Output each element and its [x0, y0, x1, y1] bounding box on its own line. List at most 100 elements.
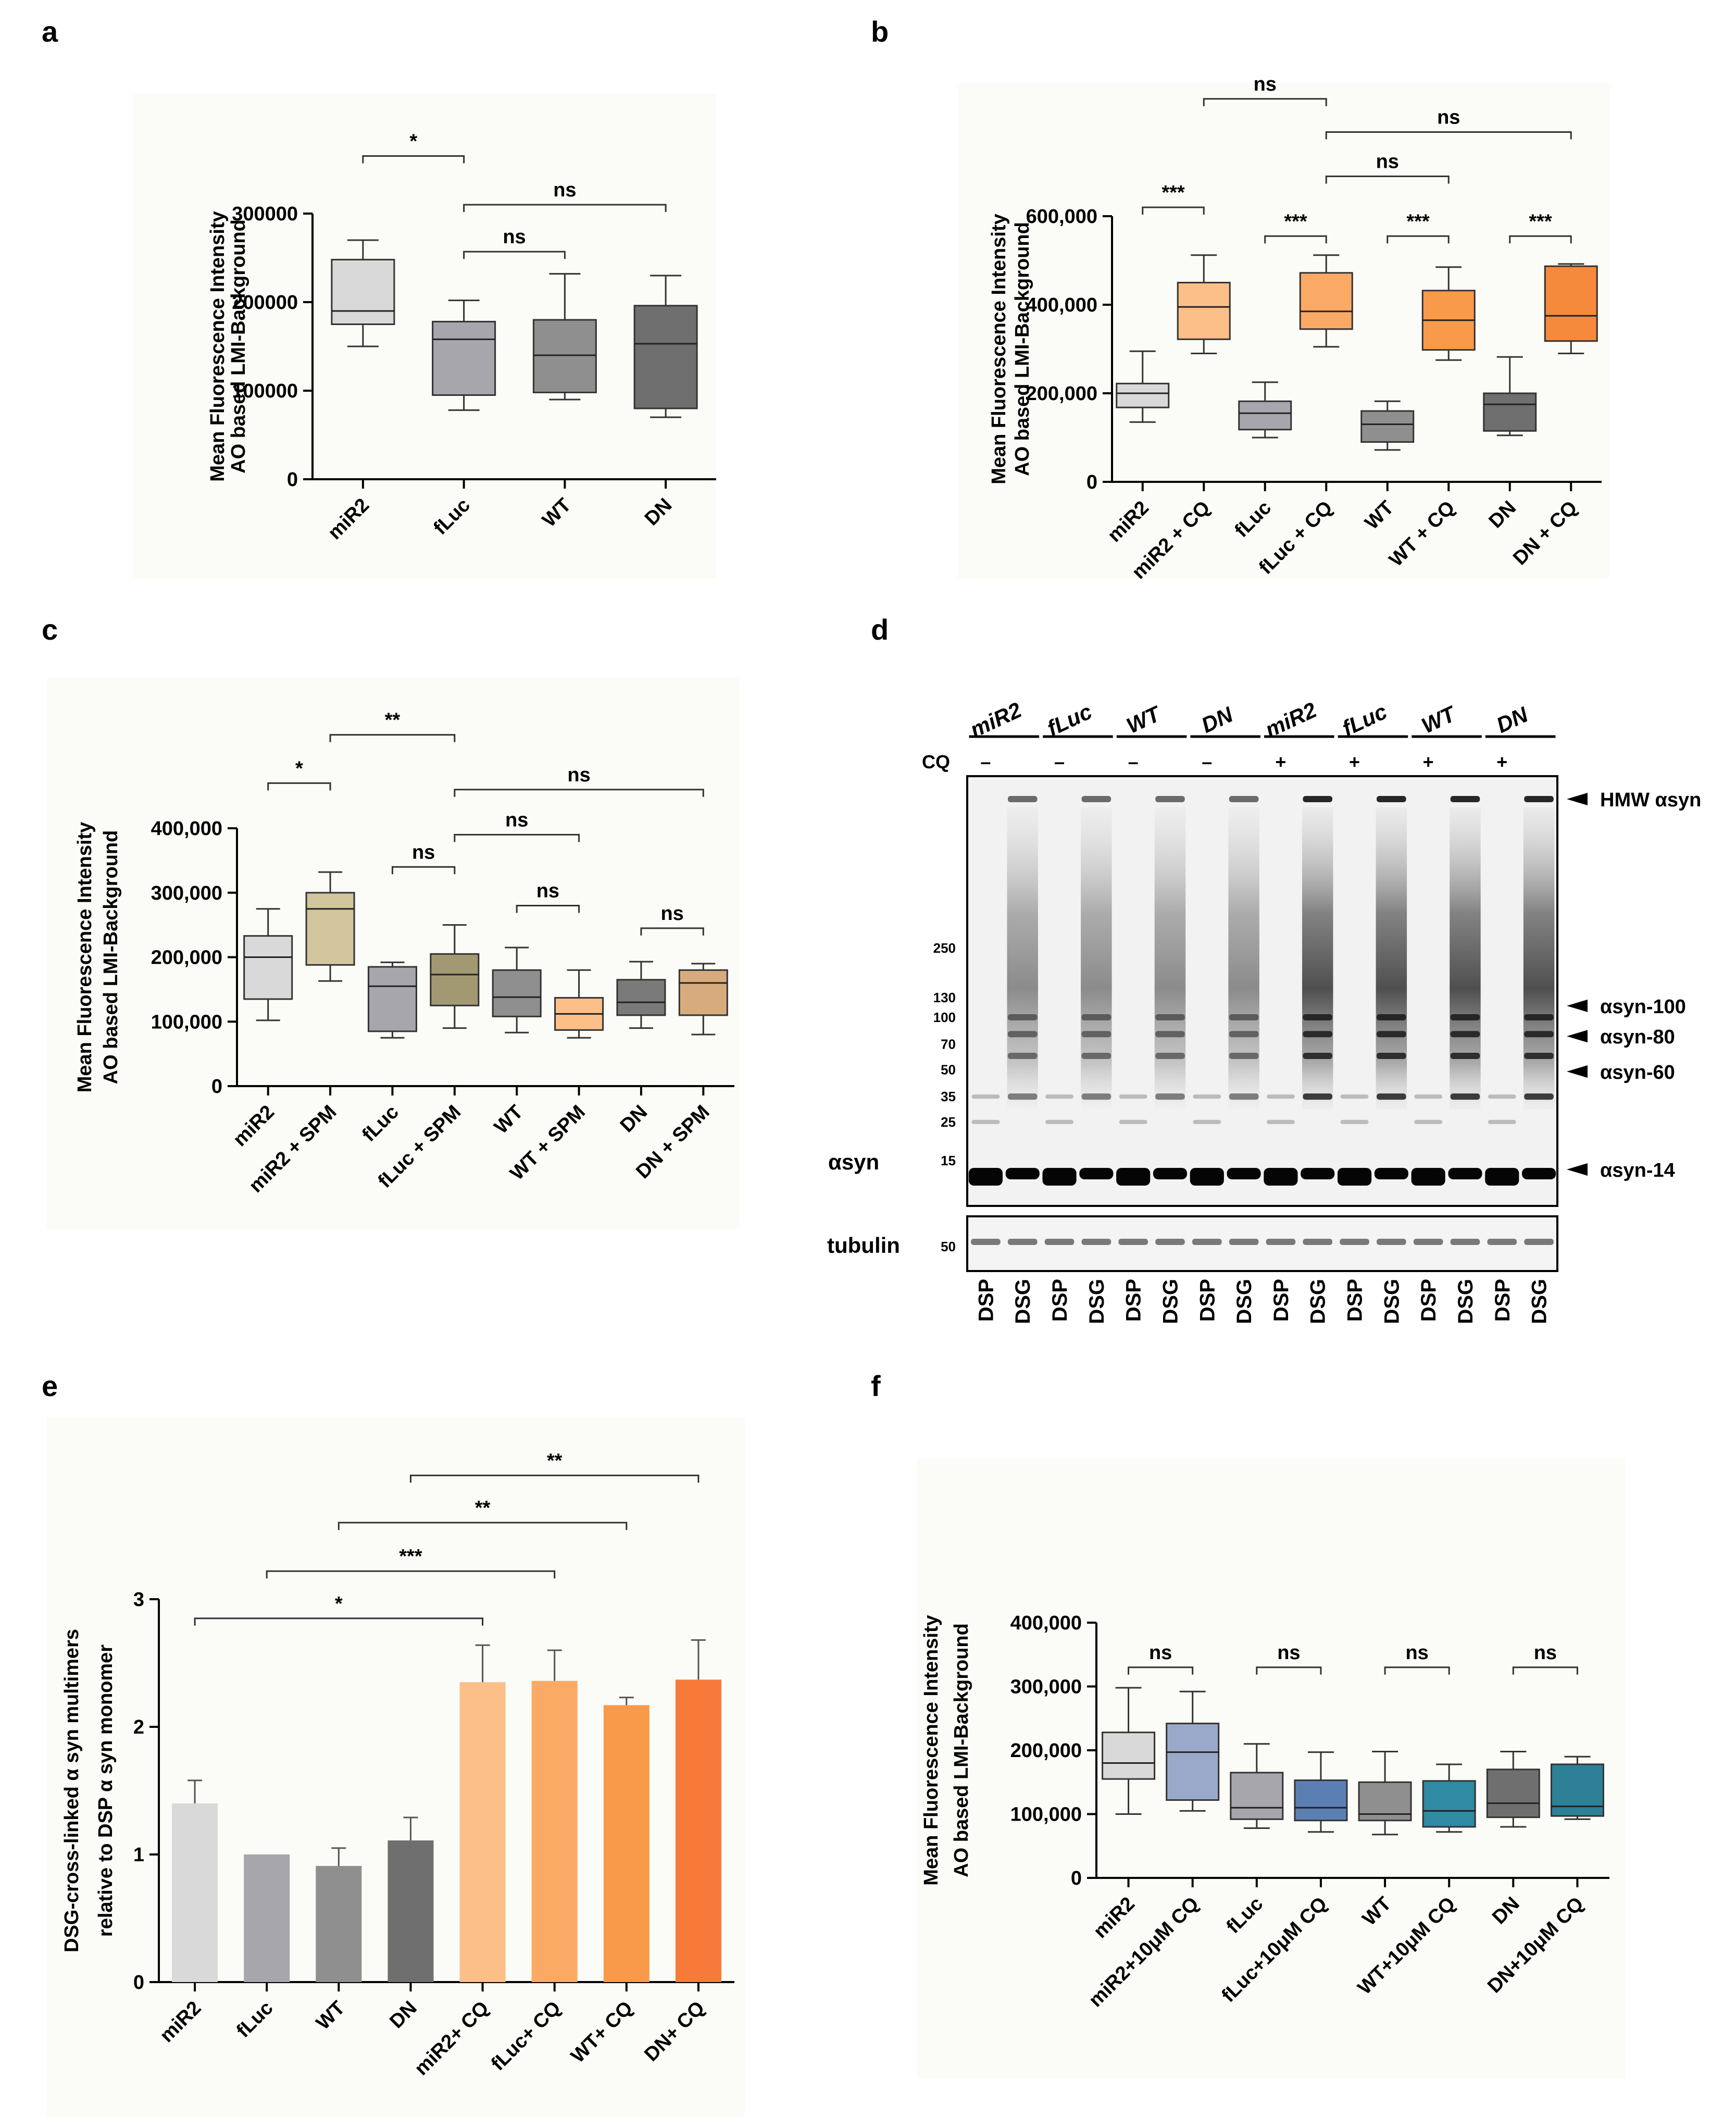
box-DN + SPM [678, 963, 728, 1036]
bracket-line [1387, 235, 1450, 244]
bar-DN+ CQ [675, 1679, 721, 1982]
y-axis-title-line: AO based LMI-Background [951, 1623, 972, 1877]
mw-marker: 70 [941, 1037, 956, 1052]
faint-band [1488, 1094, 1516, 1099]
chart-background [917, 1459, 1625, 2078]
box-WT [532, 273, 597, 401]
hmw-band [1007, 796, 1038, 802]
y-tick-label: 600,000 [1026, 206, 1097, 228]
y-axis-title-line: Mean Fluorescence Intensity [920, 1615, 942, 1886]
cq-mark: – [980, 751, 991, 773]
lane-label: DSG [1233, 1279, 1256, 1324]
monomer-band [1301, 1168, 1335, 1179]
significance-bracket: ns [391, 841, 456, 875]
multimer-band [1081, 1052, 1111, 1059]
box-body [1544, 265, 1598, 342]
mw-marker: 25 [941, 1114, 956, 1130]
y-tick-label: 300000 [232, 203, 298, 225]
significance-label: ns [1534, 1642, 1557, 1664]
tubulin-band [1118, 1239, 1148, 1245]
bracket-line [1256, 1666, 1322, 1675]
lane-label: DSG [1159, 1279, 1182, 1324]
bar-WT+ CQ [603, 1705, 650, 1982]
monomer-band [1264, 1168, 1298, 1186]
mw-marker: 250 [933, 940, 956, 956]
multimer-band [1303, 1093, 1333, 1100]
lane-label: DSP [1344, 1279, 1367, 1322]
y-tick-label: 3 [133, 1589, 144, 1611]
y-tick-label: 0 [211, 1076, 222, 1098]
cq-mark: + [1349, 751, 1360, 773]
multimer-band [1229, 1014, 1259, 1020]
faint-band [1266, 1119, 1295, 1124]
panel-label-c: c [42, 613, 58, 646]
lane-group-label: fLuc [1339, 699, 1391, 741]
significance-label: ns [505, 809, 528, 831]
monomer-band [1227, 1168, 1261, 1179]
significance-bracket: ** [338, 1497, 628, 1530]
monomer-band [1374, 1168, 1408, 1179]
bar-fLuc+ CQ [531, 1680, 578, 1982]
faint-band [1488, 1119, 1516, 1124]
y-tick-label: 100,000 [151, 1011, 222, 1033]
y-axis-title-line: AO based LMI-Background [1011, 222, 1033, 476]
hmw-band [1377, 796, 1406, 802]
lane-label: DSP [975, 1279, 997, 1322]
multimer-band [1007, 1093, 1038, 1100]
y-axis-title: Mean Fluorescence Intensity AO based LMI-… [920, 1615, 972, 1886]
arrowhead-marker [1567, 999, 1588, 1012]
band-annotation: αsyn-80 [1600, 1026, 1675, 1048]
monomer-band [1522, 1168, 1556, 1179]
multimer-band [1229, 1031, 1259, 1038]
box-DN [633, 275, 698, 418]
significance-bracket: *** [1509, 210, 1572, 244]
lane-label: DSG [1528, 1279, 1551, 1324]
box-body [1360, 410, 1415, 443]
box-body [367, 966, 417, 1032]
box-body [492, 969, 542, 1017]
lane-smear [1450, 807, 1481, 1110]
box-WT [492, 947, 542, 1033]
y-axis-title-line: DSG-cross-linked α syn multimers [61, 1629, 83, 1952]
significance-label: ns [567, 764, 590, 786]
significance-label: *** [1162, 182, 1185, 204]
bracket-line [194, 1617, 484, 1626]
monomer-band [1411, 1168, 1445, 1186]
mw-marker: 50 [941, 1239, 956, 1254]
y-tick-label: 200,000 [1010, 1740, 1082, 1762]
blot-label-tubulin: tubulin [827, 1233, 900, 1257]
cq-mark: + [1275, 751, 1286, 773]
significance-label: ns [1277, 1642, 1300, 1664]
significance-bracket: ** [409, 1450, 700, 1483]
box-body [432, 320, 496, 396]
bar-miR2+ CQ [459, 1682, 506, 1982]
bracket-line [454, 833, 580, 842]
hmw-band [1524, 796, 1554, 802]
y-axis-title-line: Mean Fluorescence Intensity [207, 211, 229, 482]
significance-bracket: * [362, 131, 465, 164]
bracket-line [1128, 1666, 1194, 1675]
tubulin-band [1450, 1239, 1480, 1245]
bracket-line [409, 1474, 700, 1483]
significance-bracket: ns [1325, 151, 1450, 184]
faint-band [971, 1094, 1000, 1099]
mw-marker: 100 [933, 1010, 956, 1025]
chart-e: 0 1 2 3 DSG-cross-linked α syn multimers rela… [47, 1417, 745, 2117]
chart-background [133, 94, 716, 578]
cq-mark: + [1496, 751, 1507, 773]
significance-label: ns [1149, 1642, 1172, 1664]
monomer-band [1153, 1168, 1188, 1179]
significance-label: ** [475, 1497, 491, 1519]
lane-label: DSG [1085, 1279, 1108, 1324]
lane-label: DSP [1122, 1279, 1145, 1322]
arrowhead-marker [1567, 1030, 1588, 1043]
significance-label: ns [1437, 107, 1460, 129]
box-body [532, 319, 597, 393]
y-tick-label: 200000 [232, 292, 298, 314]
box-body [1238, 400, 1292, 431]
y-tick-label: 400,000 [151, 818, 222, 840]
multimer-band [1450, 1052, 1480, 1059]
cq-mark: + [1423, 751, 1434, 773]
y-axis-title-line: Mean Fluorescence Intensity [988, 214, 1010, 484]
